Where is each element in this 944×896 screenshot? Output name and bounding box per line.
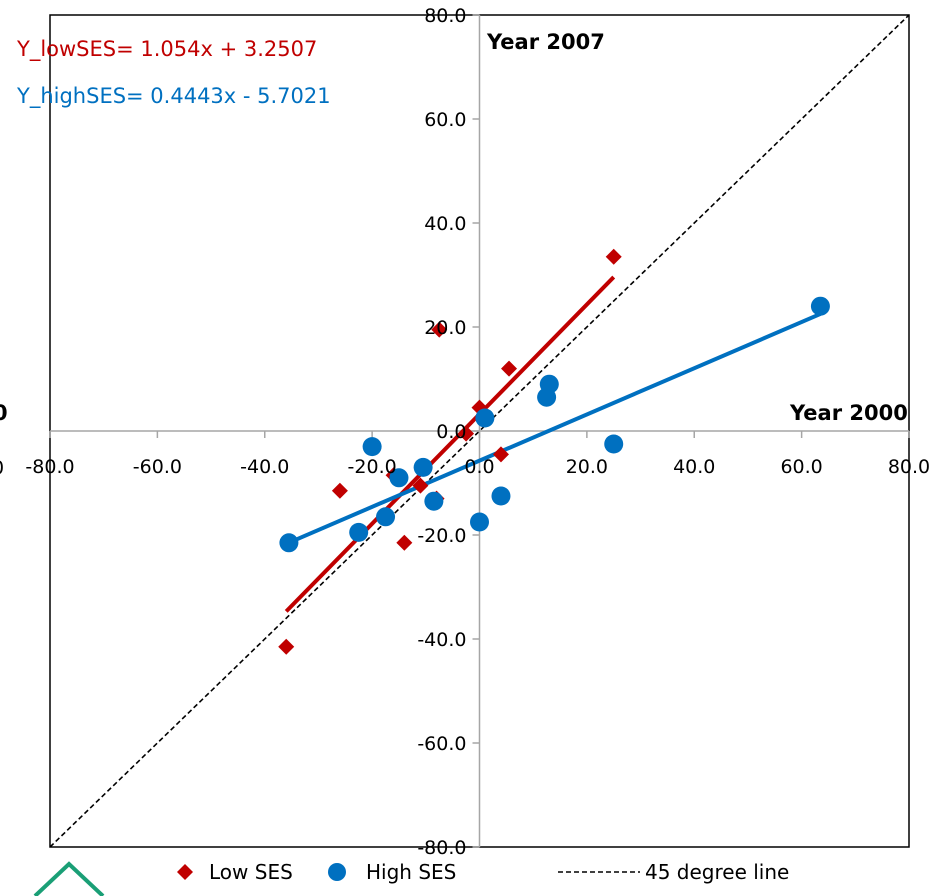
legend-high-ses-marker (328, 863, 346, 881)
high-ses-point (424, 491, 444, 511)
x-tick-label: 20.0 (566, 456, 608, 478)
y-tick-label: -40.0 (417, 629, 466, 651)
high-ses-equation: Y_highSES= 0.4443x - 5.7021 (16, 84, 331, 109)
y-tick-label: 40.0 (424, 213, 466, 235)
high-ses-point (810, 296, 830, 316)
x-tick-label: 0.0 (464, 456, 494, 478)
low-ses-point (331, 482, 348, 499)
low-ses-point (431, 321, 448, 338)
high-ses-point (470, 512, 489, 532)
data-points (278, 248, 830, 655)
y-tick-label: 60.0 (424, 109, 466, 131)
low-ses-trendline (284, 275, 616, 613)
x-tick-label: -40.0 (240, 456, 289, 478)
x-tick-label: 40.0 (673, 456, 715, 478)
legend-45-line-label: 45 degree line (645, 860, 789, 884)
high-ses-point (604, 434, 624, 454)
y-axis-title: Year 2007 (486, 30, 605, 54)
legend: Low SES High SES 45 degree line (177, 860, 789, 884)
x-tick-label: -60.0 (133, 456, 182, 478)
45-degree-line (49, 14, 910, 848)
high-ses-point (389, 468, 409, 488)
low-ses-point (492, 446, 509, 463)
low-ses-point (396, 534, 413, 551)
legend-low-ses-label: Low SES (209, 860, 293, 884)
low-ses-point (412, 477, 429, 494)
high-ses-point (376, 507, 396, 527)
high-ses-point (413, 457, 433, 477)
y-tick-label: 0.0 (436, 421, 466, 443)
legend-high-ses-label: High SES (366, 860, 456, 884)
tick-labels: -80.0 -60.0 -40.0 -20.0 0.0 20.0 40.0 60.0 80.0 8… (25, 5, 930, 859)
high-ses-point (539, 374, 559, 394)
low-ses-point (605, 248, 622, 265)
y-tick-label: -20.0 (417, 525, 466, 547)
high-ses-point (475, 408, 495, 428)
high-ses-point (279, 533, 299, 553)
low-ses-equation: Y_lowSES= 1.054x + 3.2507 (16, 37, 317, 62)
high-ses-trendline (288, 312, 822, 545)
y-tick-label: -60.0 (417, 733, 466, 755)
cut-axis-title: 0 (0, 401, 8, 425)
y-tick-label: -80.0 (417, 837, 466, 859)
y-tick-label: 20.0 (424, 317, 466, 339)
high-ses-point (349, 522, 369, 542)
x-tick-label: 80.0 (888, 456, 930, 478)
x-tick-label: -80.0 (25, 456, 74, 478)
low-ses-point (278, 638, 295, 655)
low-ses-point (458, 425, 475, 442)
high-ses-point (491, 486, 511, 506)
low-ses-point (501, 360, 518, 377)
x-tick-label: 60.0 (780, 456, 822, 478)
y-tick-label: 80.0 (424, 5, 466, 27)
cut-tick-label: 0 (0, 457, 4, 479)
x-axis-title: Year 2000 (789, 401, 908, 425)
x-tick-label: -20.0 (348, 456, 397, 478)
legend-low-ses-marker (177, 864, 193, 880)
axes (49, 14, 910, 848)
logo-partial-icon (33, 861, 105, 896)
high-ses-point (362, 437, 382, 457)
